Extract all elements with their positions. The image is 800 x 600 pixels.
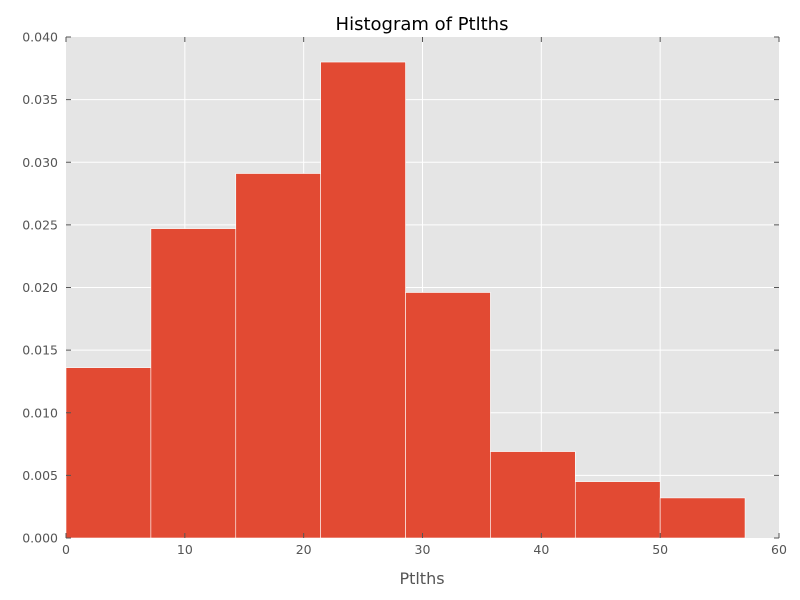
chart-title: Histogram of Ptlths [336,14,509,35]
histogram-bar-2 [150,228,237,539]
y-tick-label-0.025: 0.025 [22,217,58,232]
x-tick-label-0: 0 [62,542,70,557]
y-tick-label-0.005: 0.005 [22,468,58,483]
x-tick-label-50: 50 [652,542,668,557]
x-tick-label-10: 10 [177,542,193,557]
histogram-bar-3 [235,173,321,539]
x-tick-label-20: 20 [296,542,312,557]
tick-marks [65,36,780,539]
y-tick-label-0.010: 0.010 [22,405,58,420]
x-tick-label-30: 30 [415,542,431,557]
y-tick-label-0.040: 0.040 [22,30,58,45]
bars [65,61,746,539]
histogram-bar-1 [65,367,152,539]
y-tick-label-0.000: 0.000 [22,531,58,546]
histogram-bar-7 [574,481,661,539]
histogram-bar-4 [320,61,406,539]
y-tick-label-0.015: 0.015 [22,343,58,358]
x-axis-label: Ptlths [399,569,444,588]
x-tick-labels: 0 10 20 30 40 50 60 [62,542,787,557]
x-tick-label-60: 60 [771,542,787,557]
y-tick-label-0.020: 0.020 [22,280,58,295]
histogram-bar-5 [405,292,491,539]
x-tick-label-40: 40 [533,542,549,557]
y-tick-label-0.030: 0.030 [22,155,58,170]
histogram-bar-8 [659,497,746,539]
histogram-bar-6 [490,451,576,539]
y-tick-label-0.035: 0.035 [22,92,58,107]
y-tick-labels: 0.000 0.005 0.010 0.015 0.020 0.025 0.030 0.035… [22,30,58,546]
